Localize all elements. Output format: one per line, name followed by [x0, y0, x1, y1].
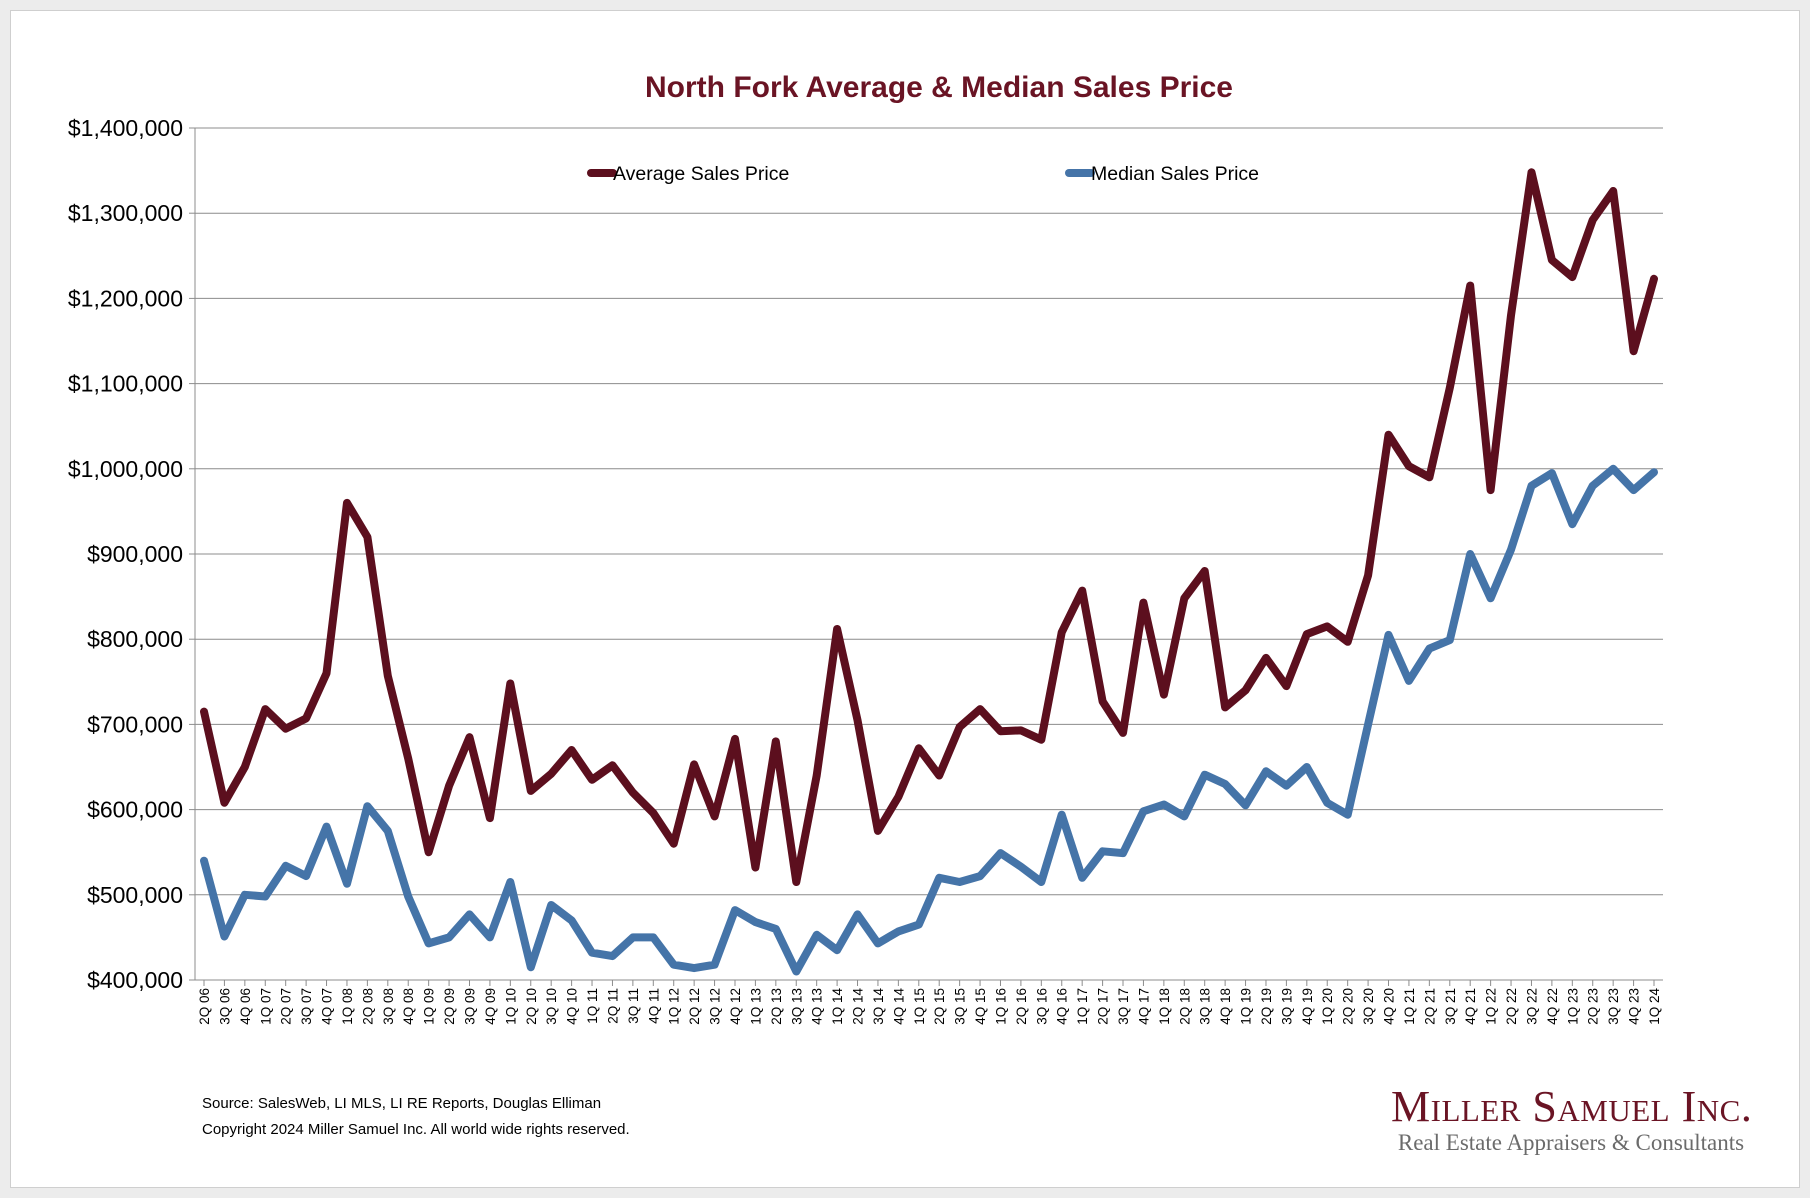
- x-tick-label: 4Q 09: [483, 988, 498, 1025]
- x-tick-label: 2Q 17: [1096, 988, 1111, 1025]
- x-tick-label: 4Q 21: [1463, 988, 1478, 1025]
- x-tick-label: 2Q 08: [360, 988, 375, 1025]
- x-tick-label: 2Q 07: [279, 988, 294, 1025]
- series-line-average: [200, 168, 1658, 886]
- series-line-median: [200, 464, 1658, 976]
- x-tick-label: 2Q 23: [1586, 988, 1601, 1025]
- x-tick-label: 3Q 11: [626, 988, 641, 1024]
- line-chart: North Fork Average & Median Sales Price $…: [68, 71, 1663, 1025]
- x-tick-label: 2Q 12: [687, 988, 702, 1025]
- x-tick-label: 4Q 23: [1627, 988, 1642, 1025]
- x-tick-label: 2Q 11: [605, 988, 620, 1024]
- x-tick-label: 4Q 08: [401, 988, 416, 1025]
- company-logo: Miller Samuel Inc. Real Estate Appraiser…: [1391, 1081, 1753, 1156]
- x-tick-label: 3Q 17: [1116, 988, 1131, 1025]
- x-tick-label: 2Q 10: [524, 988, 539, 1025]
- source-note: Source: SalesWeb, LI MLS, LI RE Reports,…: [202, 1095, 602, 1112]
- x-tick-label: 3Q 14: [871, 988, 886, 1025]
- y-tick-label: $1,200,000: [68, 285, 183, 311]
- x-tick-label: 4Q 16: [1055, 988, 1070, 1025]
- x-tick-label: 4Q 13: [810, 988, 825, 1025]
- x-tick-label: 1Q 09: [422, 988, 437, 1025]
- x-tick-label: 4Q 19: [1300, 988, 1315, 1025]
- x-tick-label: 4Q 15: [973, 988, 988, 1025]
- x-tick-label: 1Q 23: [1565, 988, 1580, 1025]
- chart-title: North Fork Average & Median Sales Price: [645, 71, 1233, 104]
- logo-tagline: Real Estate Appraisers & Consultants: [1397, 1130, 1745, 1155]
- y-tick-label: $500,000: [87, 882, 183, 908]
- x-tick-label: 1Q 21: [1402, 988, 1417, 1025]
- x-tick-label: 4Q 17: [1136, 988, 1151, 1025]
- y-tick-label: $700,000: [87, 711, 183, 737]
- x-tick-label: 3Q 22: [1524, 988, 1539, 1025]
- x-tick-label: 3Q 07: [299, 988, 314, 1025]
- x-tick-label: 3Q 13: [789, 988, 804, 1025]
- x-tick-label: 4Q 22: [1545, 988, 1560, 1025]
- y-tick-label: $1,400,000: [68, 115, 183, 141]
- y-tick-label: $800,000: [87, 626, 183, 652]
- x-tick-label: 3Q 08: [381, 988, 396, 1025]
- chart-frame: North Fork Average & Median Sales Price $…: [10, 10, 1800, 1188]
- copyright-note: Copyright 2024 Miller Samuel Inc. All wo…: [202, 1121, 630, 1138]
- x-tick-label: 2Q 22: [1504, 988, 1519, 1025]
- x-tick-label: 3Q 09: [462, 988, 477, 1025]
- x-tick-label: 1Q 14: [830, 988, 845, 1025]
- x-tick-label: 4Q 20: [1382, 988, 1397, 1025]
- x-tick-label: 1Q 19: [1239, 988, 1254, 1025]
- y-tick-label: $1,300,000: [68, 200, 183, 226]
- y-tick-label: $1,000,000: [68, 456, 183, 482]
- x-tick-label: 4Q 06: [238, 988, 253, 1025]
- x-tick-label: 1Q 22: [1484, 988, 1499, 1025]
- x-tick-label: 2Q 14: [851, 988, 866, 1025]
- x-tick-label: 3Q 06: [217, 988, 232, 1025]
- x-tick-label: 4Q 07: [320, 988, 335, 1025]
- x-tick-label: 3Q 23: [1606, 988, 1621, 1025]
- x-tick-label: 3Q 10: [544, 988, 559, 1025]
- legend-label: Average Sales Price: [613, 163, 789, 185]
- x-tick-label: 4Q 18: [1218, 988, 1233, 1025]
- x-tick-label: 4Q 12: [728, 988, 743, 1025]
- x-tick-label: 3Q 21: [1443, 988, 1458, 1025]
- x-tick-label: 4Q 14: [891, 988, 906, 1025]
- x-tick-label: 1Q 08: [340, 988, 355, 1025]
- x-tick-label: 4Q 11: [646, 988, 661, 1024]
- x-tick-label: 3Q 12: [708, 988, 723, 1025]
- x-tick-label: 1Q 16: [993, 988, 1008, 1025]
- x-tick-label: 1Q 17: [1075, 988, 1090, 1025]
- x-tick-label: 2Q 20: [1341, 988, 1356, 1025]
- y-tick-label: $600,000: [87, 797, 183, 823]
- x-tick-label: 2Q 09: [442, 988, 457, 1025]
- x-tick-label: 4Q 10: [565, 988, 580, 1025]
- x-tick-label: 1Q 15: [912, 988, 927, 1025]
- y-tick-label: $1,100,000: [68, 371, 183, 397]
- x-tick-label: 2Q 18: [1177, 988, 1192, 1025]
- x-tick-label: 1Q 18: [1157, 988, 1172, 1025]
- x-tick-label: 1Q 07: [258, 988, 273, 1025]
- x-tick-label: 3Q 20: [1361, 988, 1376, 1025]
- x-tick-label: 3Q 18: [1198, 988, 1213, 1025]
- legend-label: Median Sales Price: [1091, 163, 1259, 185]
- x-tick-label: 1Q 13: [748, 988, 763, 1025]
- x-tick-label: 1Q 12: [667, 988, 682, 1025]
- x-tick-label: 2Q 21: [1422, 988, 1437, 1025]
- x-tick-label: 2Q 15: [932, 988, 947, 1025]
- logo-name: Miller Samuel Inc.: [1391, 1082, 1753, 1131]
- x-tick-label: 1Q 10: [503, 988, 518, 1025]
- y-tick-label: $900,000: [87, 541, 183, 567]
- x-tick-label: 1Q 11: [585, 988, 600, 1024]
- x-tick-label: 3Q 15: [953, 988, 968, 1025]
- x-tick-label: 2Q 06: [197, 988, 212, 1025]
- x-tick-label: 1Q 24: [1647, 988, 1662, 1025]
- x-tick-label: 1Q 20: [1320, 988, 1335, 1025]
- x-tick-label: 3Q 16: [1034, 988, 1049, 1025]
- x-tick-label: 3Q 19: [1279, 988, 1294, 1025]
- x-tick-label: 2Q 13: [769, 988, 784, 1025]
- y-tick-label: $400,000: [87, 967, 183, 993]
- x-tick-label: 2Q 19: [1259, 988, 1274, 1025]
- x-tick-label: 2Q 16: [1014, 988, 1029, 1025]
